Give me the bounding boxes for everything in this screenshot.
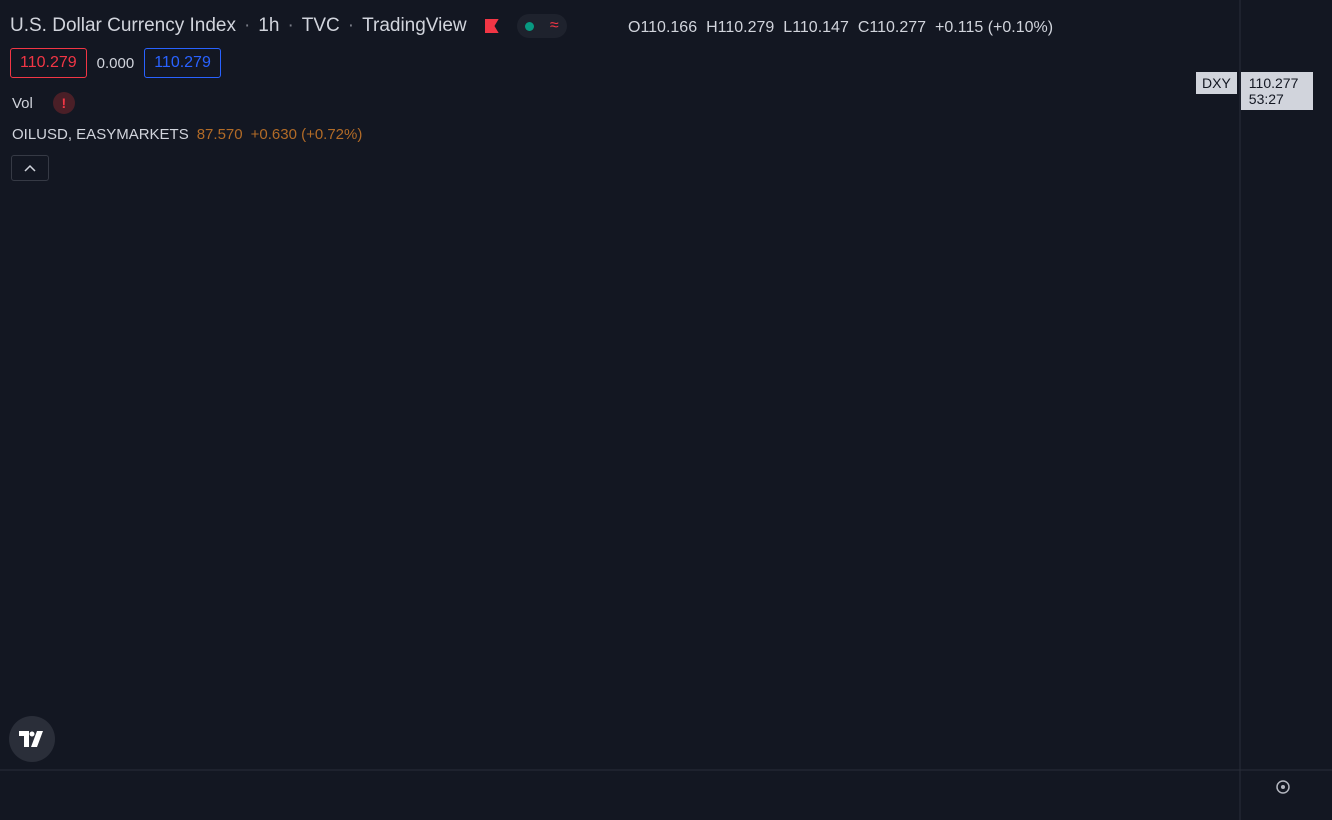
volume-legend: Vol ! (12, 92, 75, 114)
tag-value: 110.277 (1248, 75, 1299, 91)
chevron-icon (24, 164, 36, 172)
high: H110.279 (706, 19, 775, 36)
overlay-legend: OILUSD, EASYMARKETS 87.570 +0.630 (+0.72… (12, 126, 362, 143)
overlay-name: OILUSD, EASYMARKETS (12, 126, 189, 143)
overlay-change: +0.630 (+0.72%) (250, 126, 363, 143)
header: U.S. Dollar Currency Index · 1h · TVC · … (10, 14, 567, 38)
change: +0.115 (+0.10%) (935, 19, 1054, 36)
price-tag: DXY 110.277 53:27 (1196, 72, 1313, 110)
collapse-button[interactable] (11, 155, 49, 181)
tradingview-logo[interactable] (9, 716, 55, 762)
close: C110.277 (857, 19, 927, 36)
trade-row: 110.279 0.000 110.279 (10, 48, 221, 78)
warning-icon[interactable]: ! (52, 92, 75, 114)
separator: · (243, 15, 251, 36)
sell-button[interactable]: 110.279 (10, 48, 87, 78)
spread: 0.000 (96, 54, 135, 72)
symbol[interactable]: U.S. Dollar Currency Index (10, 15, 236, 36)
tag-price: 110.277 53:27 (1240, 72, 1313, 110)
settings-icon[interactable] (1276, 780, 1290, 794)
tag-countdown: 53:27 (1248, 91, 1284, 107)
status-pill[interactable]: ≈ (516, 14, 567, 38)
source: TradingView (362, 15, 467, 36)
buy-button[interactable]: 110.279 (144, 48, 221, 78)
separator: · (287, 15, 294, 36)
wave-icon: ≈ (549, 17, 559, 34)
tag-symbol: DXY (1196, 72, 1237, 94)
volume-label: Vol (12, 94, 33, 112)
low: L110.147 (783, 19, 849, 36)
flag-icon[interactable] (484, 19, 499, 33)
logo-icon (19, 731, 43, 747)
separator: · (347, 15, 355, 36)
open: O110.166 (628, 19, 698, 36)
overlay-value: 87.570 (196, 126, 243, 143)
interval[interactable]: 1h (258, 15, 280, 36)
exchange: TVC (301, 15, 340, 36)
ohlc-legend: O110.166 H110.279 L110.147 C110.277 +0.1… (628, 19, 1053, 37)
status-dot (524, 21, 534, 31)
